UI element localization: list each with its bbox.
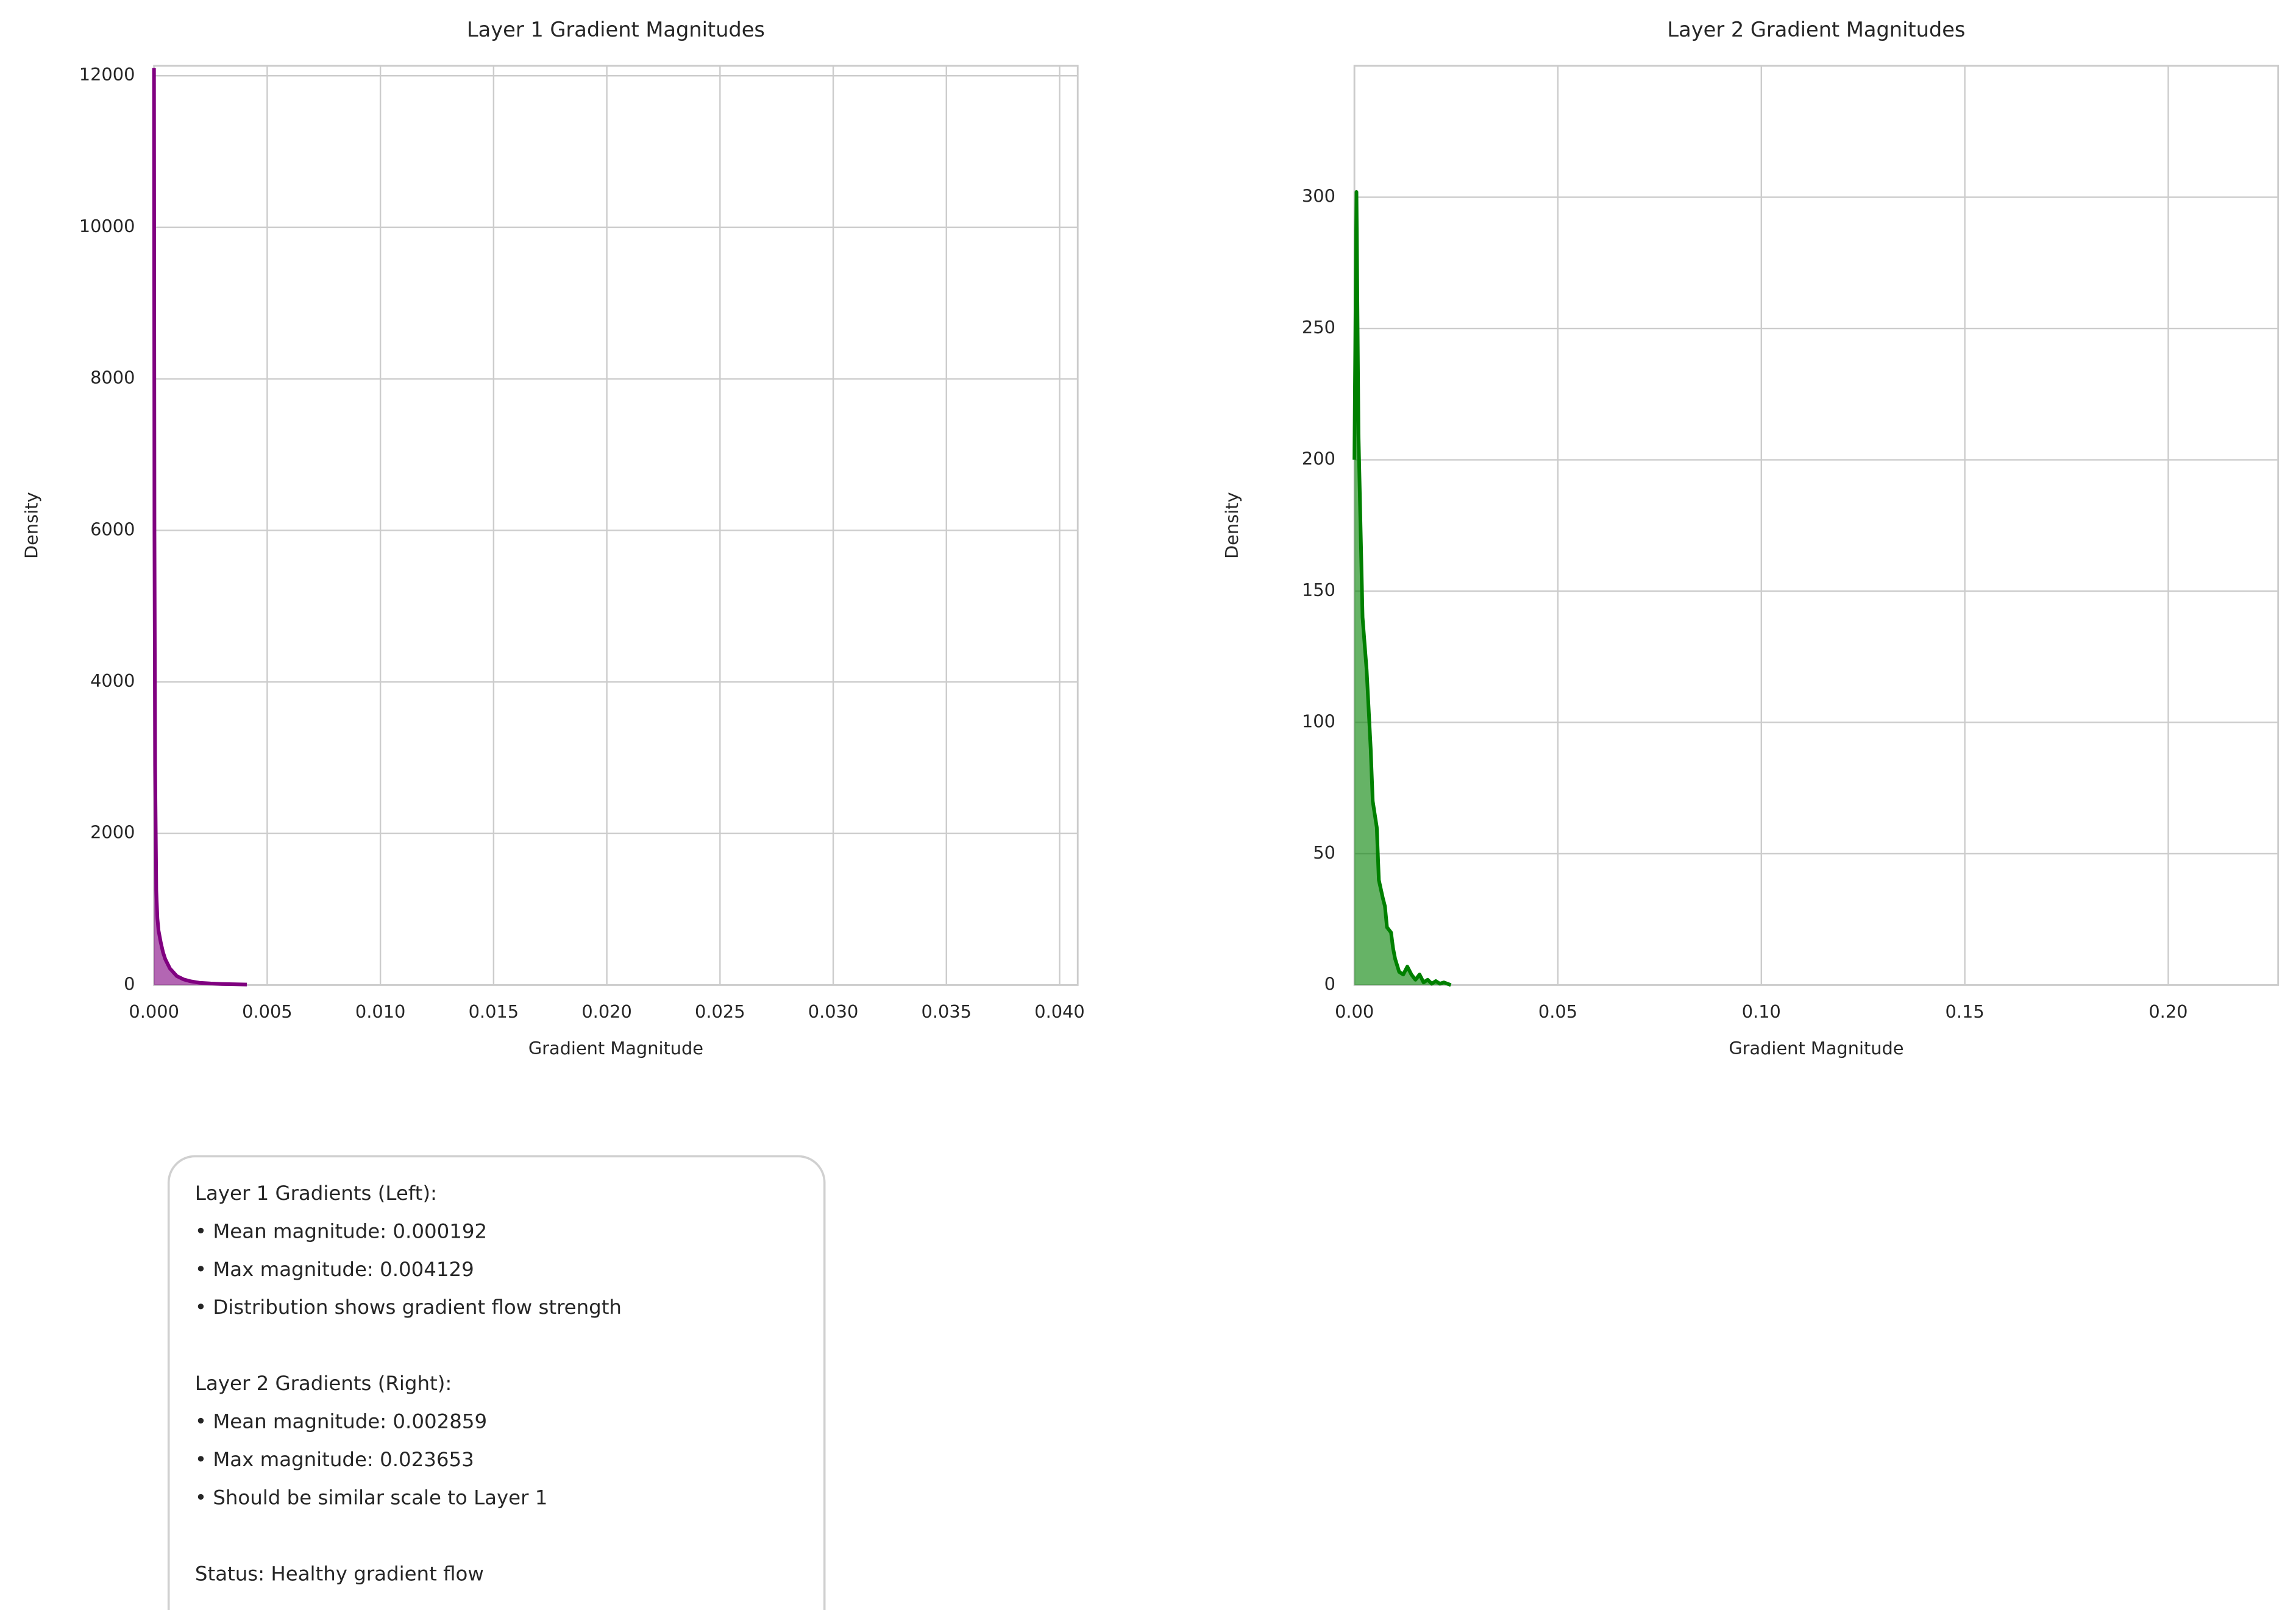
y-tick-label: 4000 [90, 670, 135, 691]
plot-frame [1353, 65, 2280, 986]
area-fill [154, 68, 247, 985]
text-box-line: • Distribution shows gradient flow stren… [195, 1296, 622, 1319]
text-box-line: • Should be similar scale to Layer 1 [195, 1486, 547, 1509]
chart-title: Layer 1 Gradient Magnitudes [467, 18, 765, 41]
area-fill [1354, 191, 1451, 985]
text-box-line: Layer 2 Gradients (Right): [195, 1372, 452, 1395]
y-tick-label: 250 [1302, 317, 1335, 338]
x-tick-label: 0.10 [1742, 1001, 1781, 1022]
y-axis-label: Density [1221, 492, 1242, 559]
y-tick-label: 2000 [90, 822, 135, 843]
text-box-line: • Max magnitude: 0.023653 [195, 1448, 474, 1471]
x-axis-label: Gradient Magnitude [528, 1038, 703, 1059]
text-box-line: Layer 1 Gradients (Left): [195, 1182, 437, 1205]
x-tick-label: 0.040 [1034, 1001, 1084, 1022]
y-tick-label: 6000 [90, 519, 135, 539]
x-tick-label: 0.030 [808, 1001, 858, 1022]
x-tick-label: 0.010 [355, 1001, 405, 1022]
y-tick-label: 0 [1324, 973, 1335, 994]
x-tick-label: 0.035 [922, 1001, 972, 1022]
chart-title: Layer 2 Gradient Magnitudes [1667, 18, 1965, 41]
text-box-line: Status: Healthy gradient flow [195, 1562, 484, 1585]
y-tick-label: 150 [1302, 580, 1335, 600]
y-tick-label: 12000 [79, 64, 135, 85]
x-tick-label: 0.015 [469, 1001, 519, 1022]
y-tick-label: 8000 [90, 367, 135, 388]
x-tick-label: 0.05 [1538, 1001, 1577, 1022]
x-tick-label: 0.025 [695, 1001, 745, 1022]
x-tick-label: 0.20 [2149, 1001, 2188, 1022]
y-axis-label: Density [21, 492, 41, 559]
x-axis-label: Gradient Magnitude [1729, 1038, 1903, 1059]
y-tick-label: 300 [1302, 186, 1335, 207]
x-tick-label: 0.000 [129, 1001, 179, 1022]
density-line [1352, 190, 1452, 987]
text-box [167, 1155, 826, 1610]
text-box-line: • Mean magnitude: 0.000192 [195, 1219, 487, 1243]
y-tick-label: 50 [1313, 842, 1335, 863]
x-tick-label: 0.15 [1946, 1001, 1985, 1022]
y-tick-label: 0 [124, 973, 135, 994]
x-tick-label: 0.020 [581, 1001, 631, 1022]
density-line [152, 68, 247, 987]
plot-frame [153, 65, 1079, 986]
y-tick-label: 100 [1302, 711, 1335, 731]
y-tick-label: 10000 [79, 216, 135, 236]
text-box-line: • Mean magnitude: 0.002859 [195, 1410, 487, 1433]
y-tick-label: 200 [1302, 449, 1335, 469]
x-tick-label: 0.005 [242, 1001, 292, 1022]
text-box-line: • Max magnitude: 0.004129 [195, 1258, 474, 1281]
x-tick-label: 0.00 [1335, 1001, 1374, 1022]
